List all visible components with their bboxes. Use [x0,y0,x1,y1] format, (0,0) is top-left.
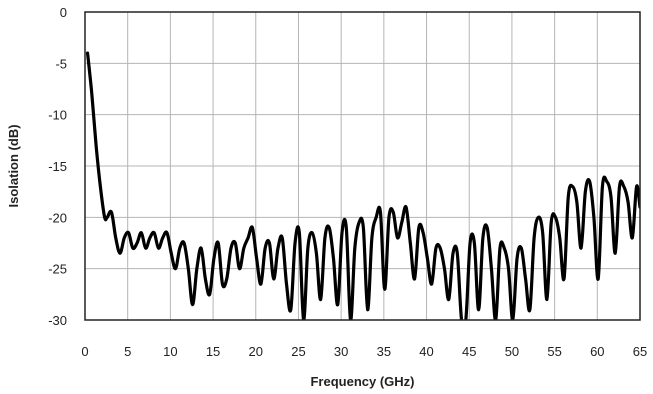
y-tick-label: 0 [60,5,67,20]
series-layer [85,51,640,320]
x-tick-label: 40 [419,344,433,359]
x-tick-label: 35 [377,344,391,359]
y-tick-label: -10 [48,108,67,123]
x-tick-label: 50 [505,344,519,359]
x-tick-labels: 0 5 10 15 20 25 30 35 40 45 50 55 60 65 [81,344,647,359]
x-tick-label: 0 [81,344,88,359]
plot-frame [84,11,641,321]
x-tick-label: 10 [163,344,177,359]
y-tick-label: -30 [48,313,67,328]
x-tick-label: 20 [249,344,263,359]
y-tick-labels: 0 -5 -10 -15 -20 -25 -30 [48,5,67,328]
x-tick-label: 30 [334,344,348,359]
x-tick-label: 65 [633,344,647,359]
x-tick-label: 25 [291,344,305,359]
x-tick-label: 60 [590,344,604,359]
series-line [85,51,640,320]
y-tick-label: -5 [55,56,67,71]
x-axis-label: Frequency (GHz) [310,374,414,389]
y-tick-label: -15 [48,159,67,174]
y-axis-label: Isolation (dB) [6,124,21,207]
y-tick-label: -20 [48,210,67,225]
x-tick-label: 55 [547,344,561,359]
x-tick-label: 15 [206,344,220,359]
y-tick-label: -25 [48,262,67,277]
grid-lines [84,11,641,321]
x-tick-label: 45 [462,344,476,359]
x-tick-label: 5 [124,344,131,359]
